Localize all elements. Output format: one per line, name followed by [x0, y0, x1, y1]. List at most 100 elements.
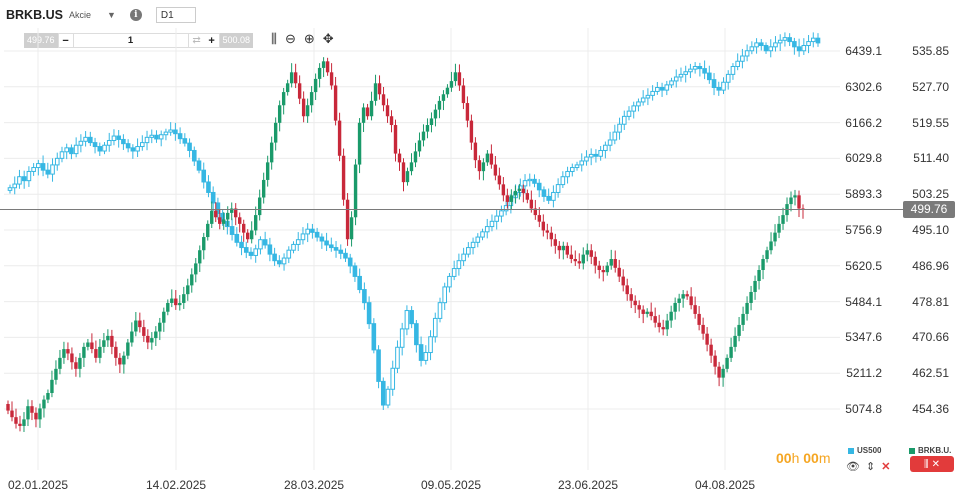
- overlay-candle: [50, 164, 55, 175]
- main-candle: [154, 331, 158, 339]
- main-candle: [773, 232, 777, 242]
- chevron-down-icon[interactable]: ▼: [106, 10, 116, 20]
- overlay-candle: [593, 153, 599, 157]
- main-candle: [697, 313, 701, 325]
- right-axis-tick: 454.36: [912, 402, 949, 416]
- overlay-candle: [92, 142, 98, 148]
- main-candle: [273, 122, 278, 143]
- close-icon: ✕: [931, 458, 940, 470]
- timeframe-select[interactable]: D1: [155, 7, 196, 23]
- overlay-candle: [716, 87, 722, 91]
- overlay-candle: [640, 97, 646, 103]
- main-candle: [393, 125, 398, 154]
- overlay-candle: [414, 323, 419, 346]
- sell-price[interactable]: 499.76: [24, 33, 58, 48]
- main-candle: [409, 162, 414, 172]
- time-axis-tick: 28.03.2025: [284, 478, 345, 492]
- symbol-name[interactable]: BRKB.US: [6, 8, 63, 22]
- overlay-candle: [286, 249, 292, 259]
- main-candle: [653, 316, 657, 323]
- main-candle: [138, 320, 142, 328]
- main-candle: [429, 118, 434, 126]
- swap-icon[interactable]: ⇄: [192, 35, 201, 46]
- overlay-candle: [352, 265, 358, 277]
- right-axis-tick: 478.81: [912, 294, 949, 309]
- legend-main[interactable]: BRKB.U.: [909, 446, 951, 455]
- main-candle: [182, 294, 186, 303]
- main-candle: [621, 276, 625, 286]
- overlay-candle: [281, 257, 287, 265]
- overlay-candle: [475, 236, 481, 243]
- overlay-candle: [551, 191, 556, 201]
- main-candle: [693, 305, 697, 314]
- main-candle: [437, 100, 442, 110]
- eye-icon[interactable]: 👁: [846, 461, 860, 473]
- overlay-candle: [456, 260, 462, 270]
- overlay-candle: [560, 176, 566, 186]
- main-candle: [625, 285, 629, 295]
- main-candle: [178, 302, 182, 306]
- time-axis-tick: 04.08.2025: [695, 478, 756, 492]
- legend-overlay[interactable]: US500: [848, 446, 881, 455]
- chart-type-icon[interactable]: ⫼: [271, 31, 277, 46]
- move-icon[interactable]: ✥: [322, 31, 334, 46]
- main-candle: [665, 320, 669, 330]
- overlay-candle: [385, 388, 391, 406]
- overlay-candle: [758, 42, 764, 47]
- main-candle: [253, 215, 258, 231]
- zoom-in-icon[interactable]: ⊕: [303, 31, 315, 46]
- overlay-candle: [659, 87, 665, 91]
- zoom-out-icon[interactable]: ⊖: [284, 31, 296, 46]
- overlay-candle: [777, 39, 783, 44]
- main-candle: [761, 259, 765, 270]
- increase-button[interactable]: +: [208, 34, 215, 47]
- overlay-candle: [206, 181, 211, 193]
- main-candle: [677, 298, 681, 303]
- overlay-candle: [191, 149, 197, 162]
- main-candle: [142, 327, 146, 336]
- overlay-candle: [380, 380, 386, 406]
- reorder-icon[interactable]: ⇕: [865, 461, 876, 473]
- main-candle: [373, 83, 378, 101]
- main-candle: [150, 338, 154, 343]
- overlay-candle: [40, 163, 46, 171]
- overlay-candle: [744, 50, 750, 57]
- decrease-button[interactable]: −: [62, 34, 69, 47]
- main-candle: [449, 81, 454, 88]
- overlay-candle: [423, 352, 429, 361]
- overlay-candle: [234, 233, 240, 243]
- main-candle: [629, 294, 633, 301]
- main-candle: [198, 250, 202, 264]
- overlay-candle: [607, 139, 613, 146]
- close-icon[interactable]: ✕: [881, 461, 891, 473]
- overlay-candle: [763, 45, 769, 52]
- overlay-axis-tick: 5893.3: [845, 187, 882, 202]
- overlay-candle: [182, 138, 188, 144]
- main-candle: [333, 85, 338, 121]
- main-candle: [389, 116, 394, 126]
- main-candle: [162, 311, 166, 323]
- quantity-stepper: − 1 ⇄ +: [57, 33, 220, 48]
- buy-price[interactable]: 500.08: [219, 33, 254, 48]
- main-candle: [114, 346, 118, 358]
- overlay-candle: [655, 87, 660, 92]
- main-candle: [289, 72, 294, 84]
- main-candle: [501, 184, 506, 196]
- quantity-input[interactable]: 1: [72, 34, 189, 47]
- main-candle: [713, 355, 717, 367]
- main-candle: [325, 61, 330, 73]
- main-candle: [345, 199, 350, 240]
- overlay-candle: [432, 317, 438, 338]
- main-candle: [573, 259, 577, 262]
- overlay-candle: [277, 260, 282, 265]
- overlay-candle: [494, 215, 499, 222]
- timer-h-unit: h: [791, 450, 800, 466]
- main-candle: [469, 120, 474, 143]
- overlay-candle: [177, 133, 183, 140]
- main-candle: [685, 294, 689, 297]
- main-candle: [110, 335, 114, 347]
- main-candle: [98, 346, 102, 358]
- main-series-settings-button[interactable]: ⫼ ✕: [910, 456, 954, 472]
- info-icon[interactable]: i: [129, 9, 142, 21]
